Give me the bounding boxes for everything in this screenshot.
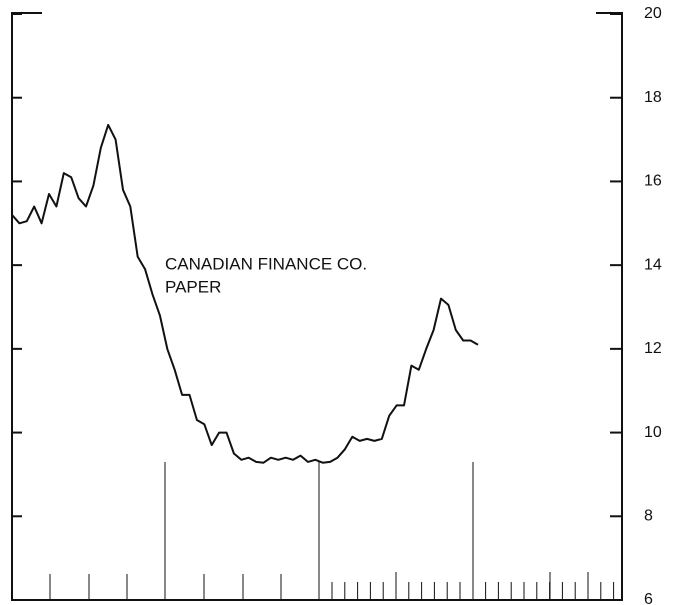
y-tick-label: 20: [644, 5, 662, 22]
y-tick-label: 12: [644, 340, 662, 357]
x-ticks: [49, 572, 615, 600]
y-tick-label: 16: [644, 173, 662, 190]
y-tick-label: 10: [644, 424, 662, 441]
annotation: CANADIAN FINANCE CO.: [165, 254, 367, 273]
annotation: PAPER: [165, 277, 221, 296]
y-tick-label: 18: [644, 89, 662, 106]
y-tick-label: 14: [644, 256, 662, 273]
y-tick-label: 6: [644, 591, 653, 605]
frame: [11, 12, 623, 601]
y-tick-label: 8: [644, 508, 653, 525]
series-line: [11, 123, 479, 464]
